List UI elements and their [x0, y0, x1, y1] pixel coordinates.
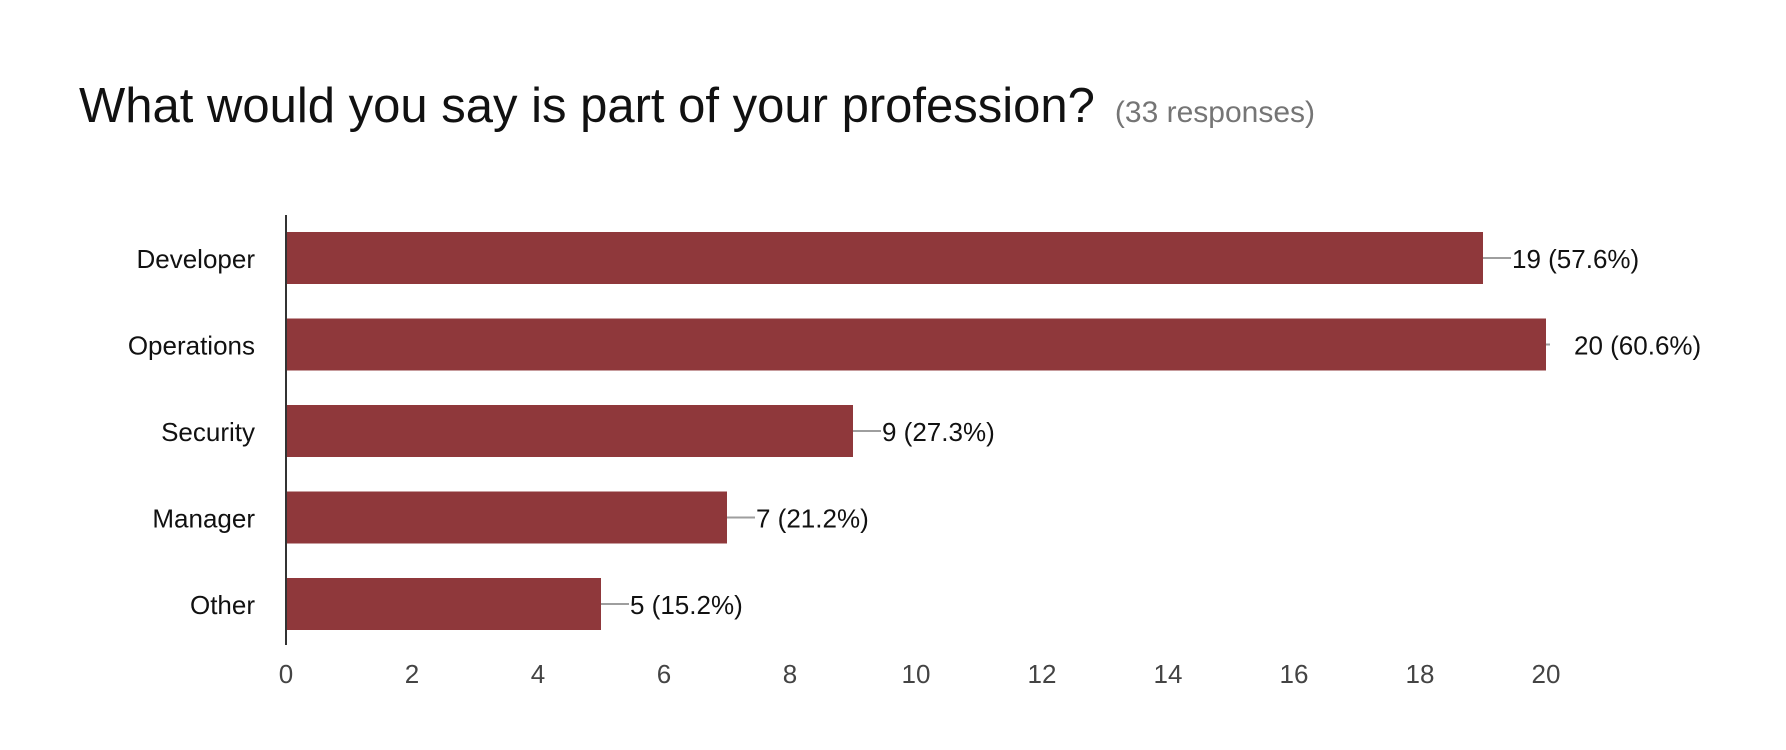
bars-layer [286, 232, 1546, 630]
category-label: Developer [136, 244, 255, 274]
category-label: Other [190, 590, 255, 620]
category-label: Operations [128, 331, 255, 361]
labels-layer: Developer 19 (57.6%) Operations 20 (60.6%) S… [128, 244, 1701, 620]
bar-other [286, 578, 601, 630]
response-count: (33 responses) [1114, 96, 1315, 129]
data-label: 5 (15.2%) [630, 590, 743, 620]
x-tick-label: 8 [783, 659, 797, 689]
data-label: 20 (60.6%) [1574, 331, 1701, 361]
x-axis: 0 2 4 6 8 10 12 14 16 18 20 [279, 215, 1561, 689]
data-label: 9 (27.3%) [882, 417, 995, 447]
category-label: Manager [152, 504, 255, 534]
x-tick-label: 14 [1154, 659, 1183, 689]
x-tick-label: 16 [1280, 659, 1309, 689]
x-tick-label: 18 [1406, 659, 1435, 689]
x-tick-label: 10 [902, 659, 931, 689]
chart-title: What would you say is part of your profe… [79, 79, 1095, 133]
bar-manager [286, 491, 727, 544]
bar-operations [286, 318, 1546, 371]
category-label: Security [161, 417, 255, 447]
x-tick-label: 0 [279, 659, 293, 689]
chart-header: What would you say is part of your profe… [79, 78, 1315, 134]
x-tick-label: 2 [405, 659, 419, 689]
data-label: 7 (21.2%) [756, 504, 869, 534]
bar-security [286, 405, 853, 457]
bar-developer [286, 232, 1483, 284]
data-label: 19 (57.6%) [1512, 244, 1639, 274]
x-tick-label: 6 [657, 659, 671, 689]
x-tick-label: 20 [1532, 659, 1561, 689]
x-tick-label: 12 [1028, 659, 1057, 689]
x-tick-label: 4 [531, 659, 545, 689]
